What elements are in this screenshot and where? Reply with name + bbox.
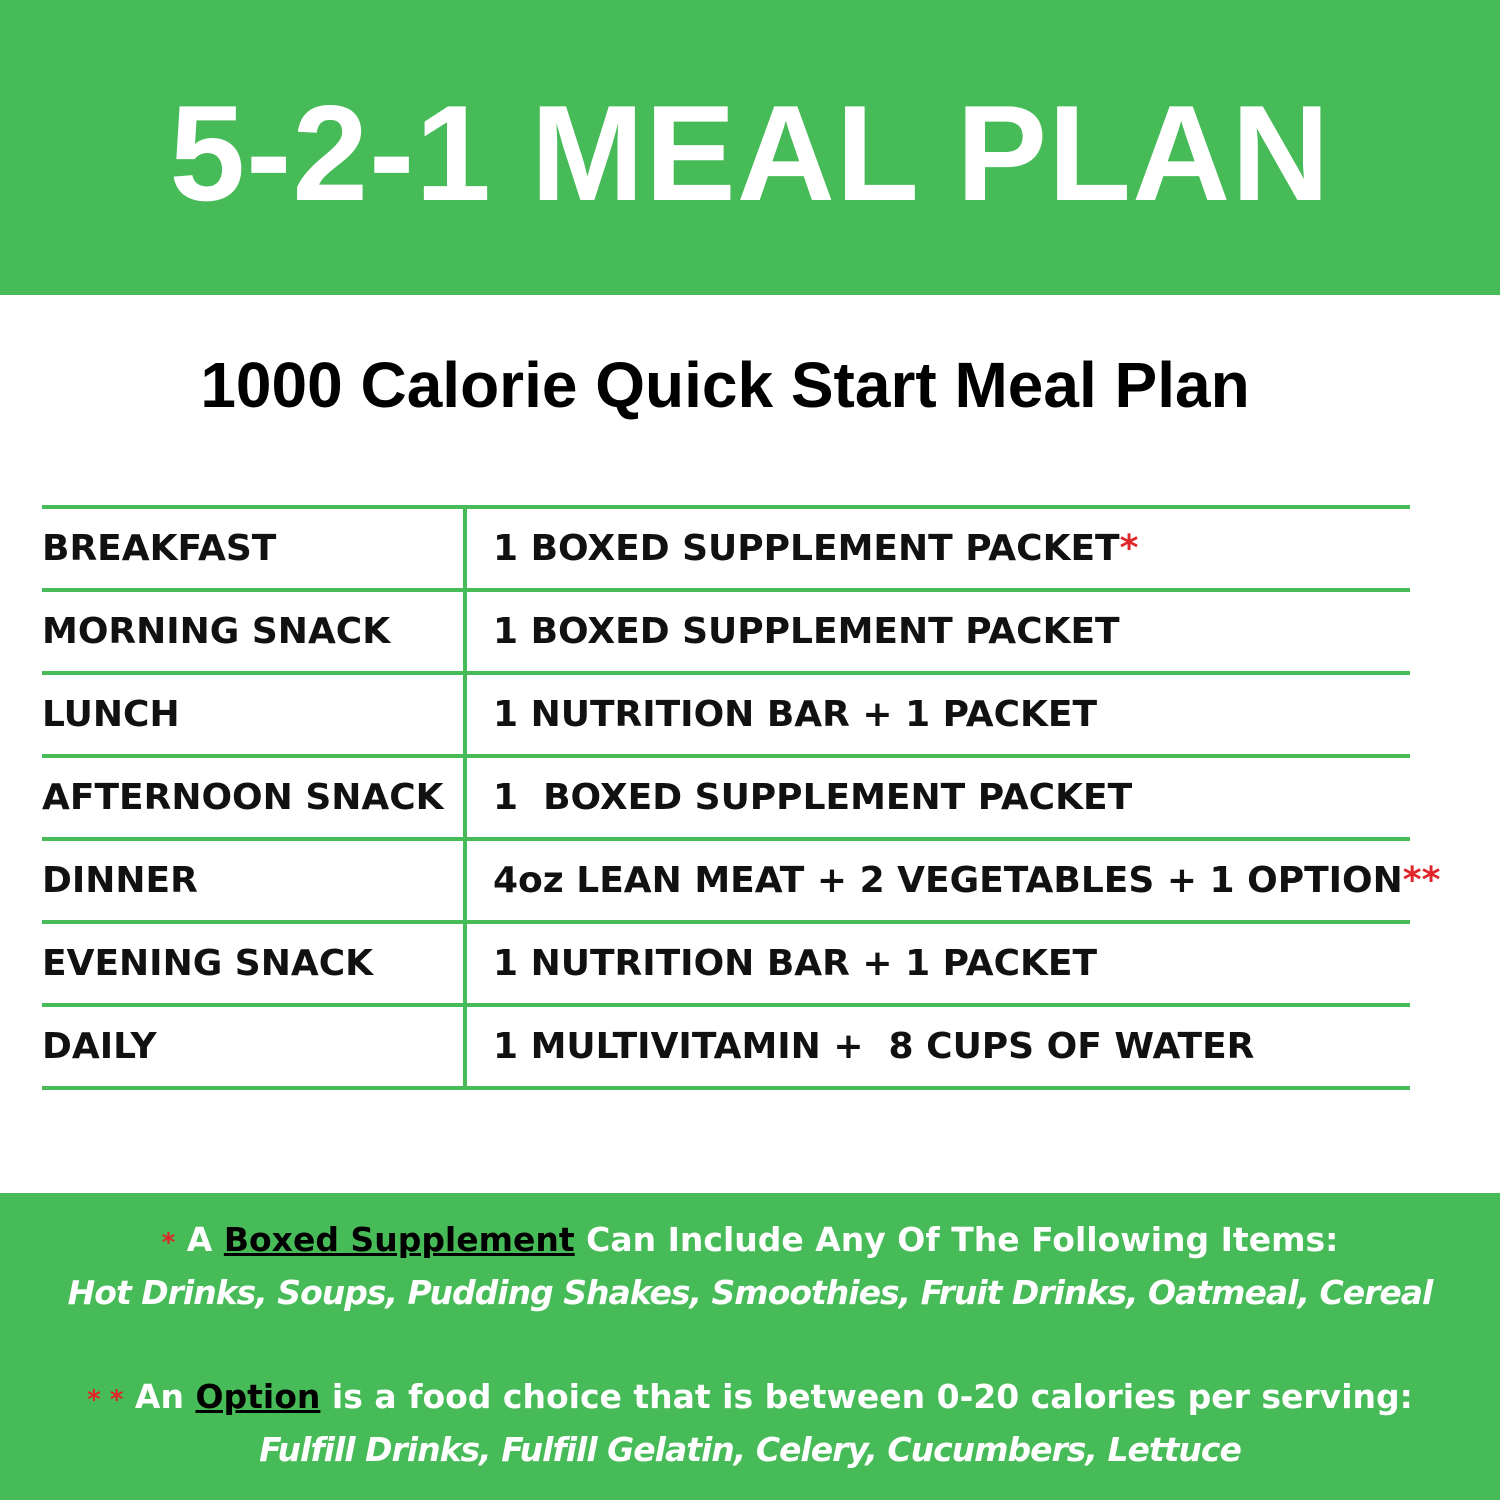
item-text: 1 BOXED SUPPLEMENT PACKET <box>493 611 1120 652</box>
footnote-mark: * <box>1119 528 1139 569</box>
item-cell: 1 NUTRITION BAR + 1 PACKET <box>493 924 1097 1003</box>
note-prefix: A <box>186 1220 213 1259</box>
item-cell: 1 NUTRITION BAR + 1 PACKET <box>493 675 1097 754</box>
note: * * An Option is a food choice that is b… <box>0 1372 1500 1475</box>
header: 5-2-1 MEAL PLAN <box>0 0 1500 295</box>
note: * A Boxed Supplement Can Include Any Of … <box>0 1215 1500 1318</box>
note-mark: * <box>161 1228 176 1258</box>
item-text: 1 NUTRITION BAR + 1 PACKET <box>493 694 1098 735</box>
footer-notes: * A Boxed Supplement Can Include Any Of … <box>0 1193 1500 1500</box>
meal-table: BREAKFAST 1 BOXED SUPPLEMENT PACKET * MORNI… <box>42 505 1440 1090</box>
item-cell: 1 BOXED SUPPLEMENT PACKET <box>493 758 1132 837</box>
table-row: EVENING SNACK 1 NUTRITION BAR + 1 PACKET <box>42 920 1410 1003</box>
item-text: 4oz LEAN MEAT + 2 VEGETABLES + 1 OPTION <box>493 860 1403 901</box>
meal-cell: DINNER <box>42 841 467 920</box>
note-text: Can Include Any Of The Following Items: <box>586 1220 1339 1259</box>
meal-cell: AFTERNOON SNACK <box>42 758 467 837</box>
meal-cell: MORNING SNACK <box>42 592 467 671</box>
note-prefix: An <box>134 1377 184 1416</box>
meal-cell: EVENING SNACK <box>42 924 467 1003</box>
note-examples: Hot Drinks, Soups, Pudding Shakes, Smoot… <box>67 1273 1434 1312</box>
meal-cell: DAILY <box>42 1007 467 1086</box>
table-row: DAILY 1 MULTIVITAMIN + 8 CUPS OF WATER <box>42 1003 1410 1090</box>
item-text: 1 BOXED SUPPLEMENT PACKET <box>493 777 1133 818</box>
note-examples: Fulfill Drinks, Fulfill Gelatin, Celery,… <box>259 1430 1242 1469</box>
note-mark: * * <box>87 1385 124 1415</box>
item-text: 1 BOXED SUPPLEMENT PACKET <box>493 528 1120 569</box>
table-row: AFTERNOON SNACK 1 BOXED SUPPLEMENT PACKET <box>42 754 1410 837</box>
note-term: Option <box>195 1377 321 1416</box>
table-row: LUNCH 1 NUTRITION BAR + 1 PACKET <box>42 671 1410 754</box>
note-line: * A Boxed Supplement Can Include Any Of … <box>0 1215 1500 1268</box>
item-cell: 1 BOXED SUPPLEMENT PACKET * <box>493 509 1138 588</box>
note-term: Boxed Supplement <box>223 1220 575 1259</box>
note-line: * * An Option is a food choice that is b… <box>0 1372 1500 1425</box>
table-row: BREAKFAST 1 BOXED SUPPLEMENT PACKET * <box>42 505 1410 588</box>
note-text: is a food choice that is between 0-20 ca… <box>331 1377 1413 1416</box>
meal-cell: BREAKFAST <box>42 509 467 588</box>
title: 5-2-1 MEAL PLAN <box>169 77 1331 229</box>
table-row: DINNER 4oz LEAN MEAT + 2 VEGETABLES + 1 O… <box>42 837 1440 920</box>
footnote-mark: ** <box>1402 860 1441 901</box>
table-row: MORNING SNACK 1 BOXED SUPPLEMENT PACKET <box>42 588 1410 671</box>
meal-cell: LUNCH <box>42 675 467 754</box>
item-text: 1 NUTRITION BAR + 1 PACKET <box>493 943 1098 984</box>
item-text: 1 MULTIVITAMIN + 8 CUPS OF WATER <box>493 1026 1255 1067</box>
subtitle: 1000 Calorie Quick Start Meal Plan <box>200 349 1250 421</box>
item-cell: 1 BOXED SUPPLEMENT PACKET <box>493 592 1120 671</box>
item-cell: 1 MULTIVITAMIN + 8 CUPS OF WATER <box>493 1007 1254 1086</box>
item-cell: 4oz LEAN MEAT + 2 VEGETABLES + 1 OPTION *… <box>493 841 1440 920</box>
